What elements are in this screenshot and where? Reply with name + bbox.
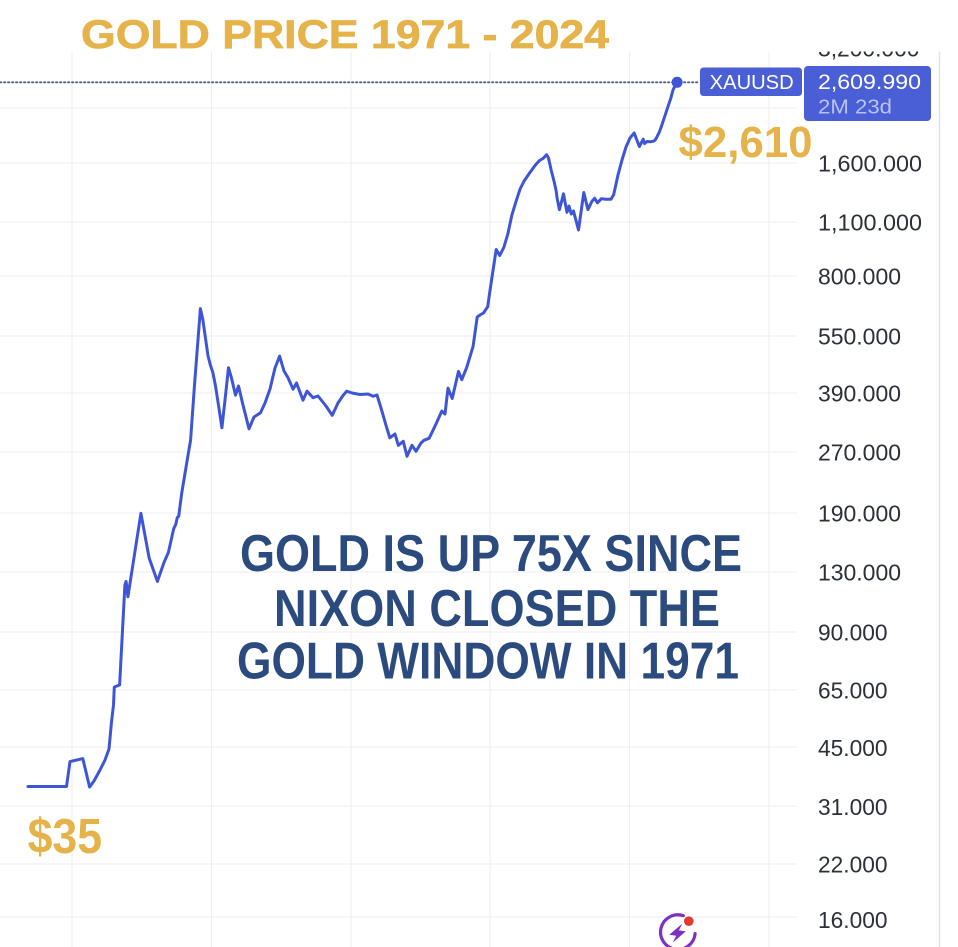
svg-text:270.000: 270.000 bbox=[818, 439, 901, 465]
svg-text:1,100.000: 1,100.000 bbox=[818, 209, 922, 235]
svg-text:550.000: 550.000 bbox=[818, 323, 901, 349]
svg-text:2,609.990: 2,609.990 bbox=[818, 70, 921, 94]
svg-text:16.000: 16.000 bbox=[818, 907, 888, 933]
svg-text:190.000: 190.000 bbox=[818, 500, 901, 526]
svg-text:GOLD WINDOW IN 1971: GOLD WINDOW IN 1971 bbox=[237, 632, 739, 690]
svg-text:NIXON CLOSED THE: NIXON CLOSED THE bbox=[274, 579, 720, 637]
svg-text:390.000: 390.000 bbox=[818, 380, 901, 406]
svg-text:90.000: 90.000 bbox=[818, 619, 888, 645]
svg-text:800.000: 800.000 bbox=[818, 263, 901, 289]
svg-text:45.000: 45.000 bbox=[818, 735, 888, 761]
svg-text:$35: $35 bbox=[28, 810, 103, 864]
svg-text:XAUUSD: XAUUSD bbox=[710, 72, 794, 94]
svg-text:31.000: 31.000 bbox=[818, 794, 888, 820]
svg-text:GOLD IS UP 75X SINCE: GOLD IS UP 75X SINCE bbox=[240, 524, 742, 582]
svg-text:GOLD PRICE 1971 - 2024: GOLD PRICE 1971 - 2024 bbox=[81, 13, 610, 57]
svg-text:130.000: 130.000 bbox=[818, 559, 901, 585]
svg-text:65.000: 65.000 bbox=[818, 677, 888, 703]
svg-text:2M 23d: 2M 23d bbox=[818, 97, 892, 119]
svg-text:22.000: 22.000 bbox=[818, 851, 888, 877]
svg-text:1,600.000: 1,600.000 bbox=[818, 150, 922, 176]
svg-text:$2,610: $2,610 bbox=[679, 118, 813, 167]
